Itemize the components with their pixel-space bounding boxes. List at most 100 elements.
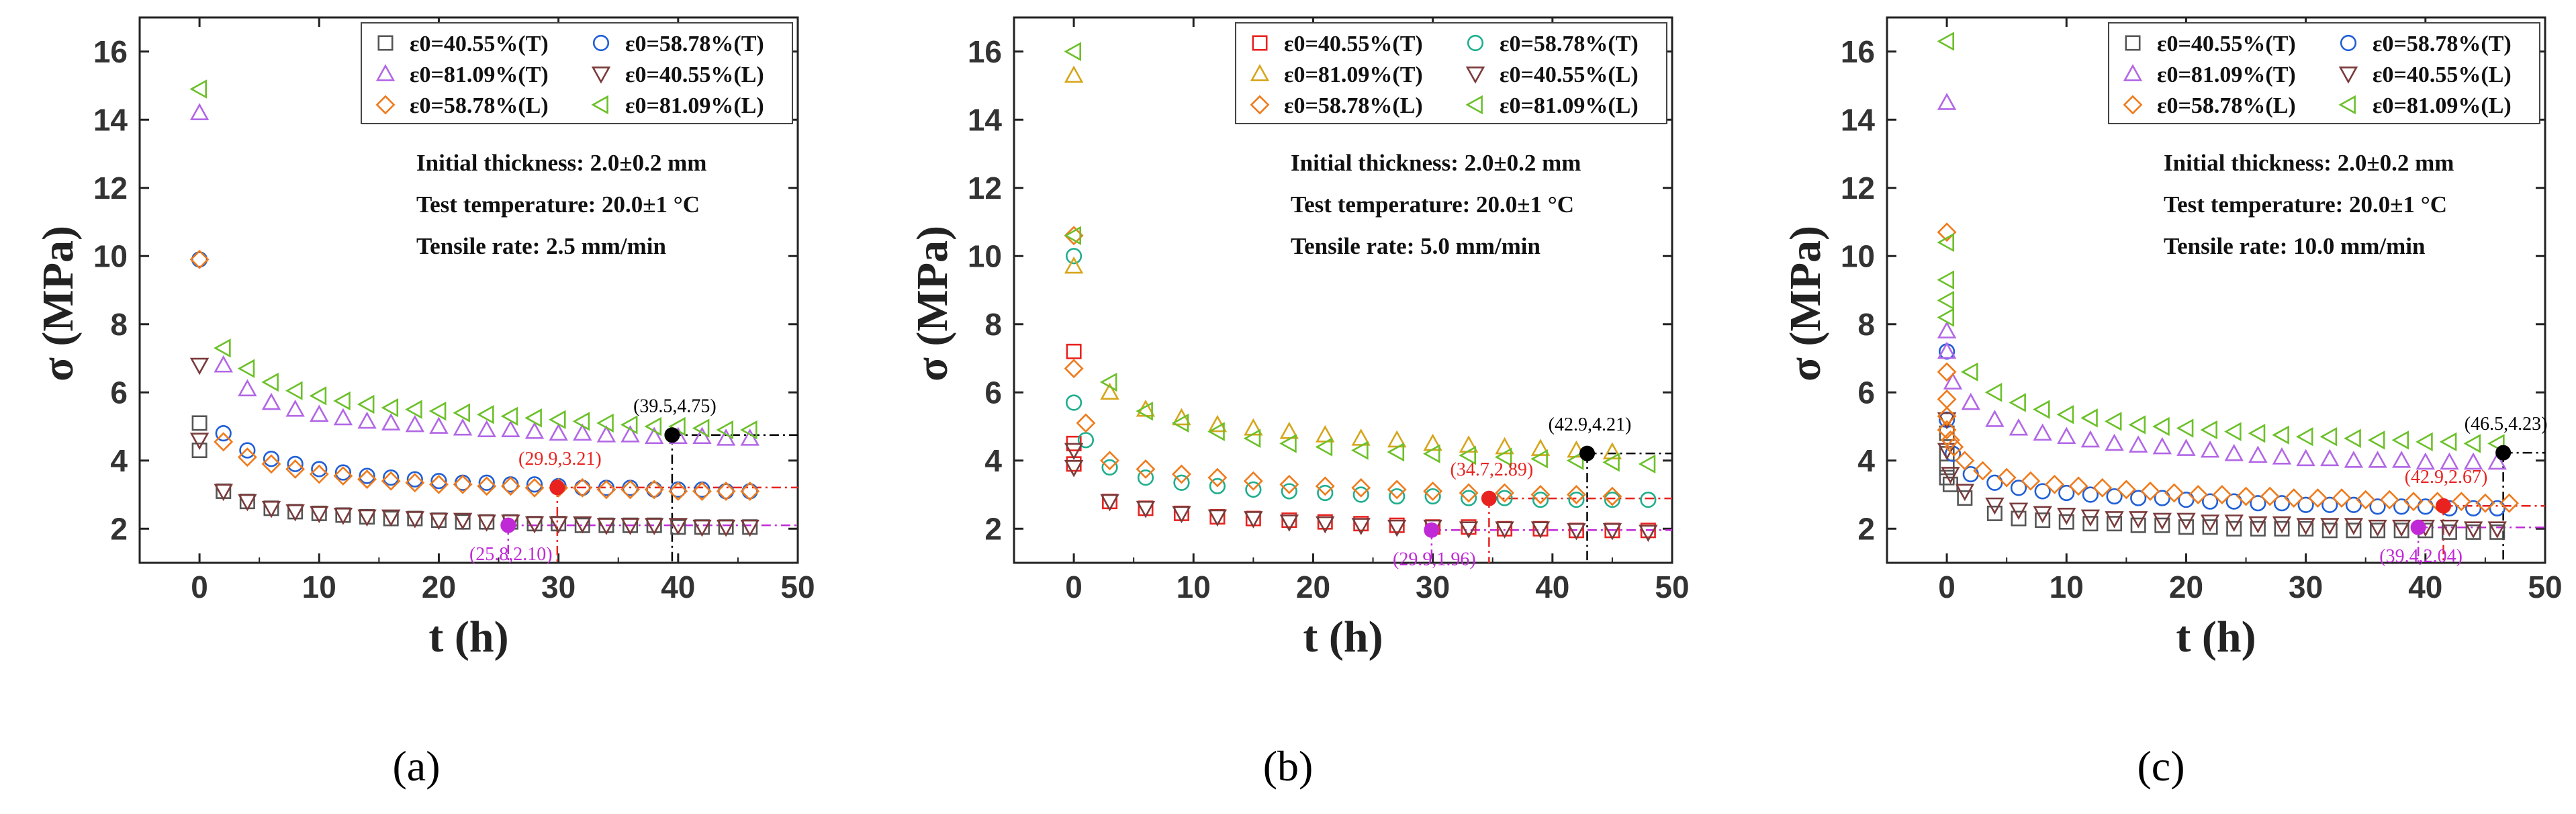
x-tick-label: 40 (1535, 570, 1569, 604)
data-point (1066, 343, 1082, 359)
x-tick-label: 10 (2050, 570, 2084, 604)
data-point (357, 469, 377, 490)
data-point (2391, 519, 2411, 537)
y-tick-label: 12 (968, 171, 1002, 206)
legend-label: ε0=81.09%(T) (410, 62, 549, 87)
data-point (2104, 412, 2122, 431)
data-point (1173, 474, 1190, 491)
data-point (2106, 488, 2123, 505)
legend-marker (1252, 35, 1268, 51)
data-point (2250, 495, 2266, 512)
data-point (2308, 488, 2328, 508)
panel-label: (a) (392, 742, 440, 790)
info-line-1: Initial thickness: 2.0±0.2 mm (416, 150, 706, 176)
data-point (2178, 492, 2195, 508)
data-point (596, 518, 616, 535)
data-point (1422, 444, 1440, 463)
data-point (524, 478, 545, 498)
data-point (333, 508, 353, 525)
data-point (2463, 452, 2483, 470)
data-point (2489, 500, 2505, 516)
data-point (741, 483, 758, 500)
data-point (2368, 451, 2387, 468)
data-point (2224, 514, 2244, 532)
data-point (2499, 493, 2519, 513)
legend-label: ε0=58.78%(T) (2373, 32, 2512, 56)
annotation-label: (29.9,3.21) (518, 449, 602, 469)
y-tick-label: 6 (1857, 375, 1875, 410)
data-point (2272, 425, 2289, 445)
data-point (381, 509, 401, 527)
legend-marker (1465, 66, 1485, 84)
y-tick-label: 4 (110, 443, 128, 478)
data-point (1100, 382, 1119, 400)
data-point (334, 464, 352, 481)
x-tick-label: 40 (661, 570, 695, 604)
y-tick-label: 8 (110, 307, 128, 342)
data-point (1937, 321, 1957, 338)
data-point (1317, 514, 1333, 530)
data-point (1460, 490, 1477, 506)
data-point (2344, 518, 2364, 535)
data-point (740, 481, 760, 501)
data-point (2057, 508, 2076, 525)
data-point (692, 519, 712, 537)
data-point (1064, 459, 1084, 478)
data-point (1243, 428, 1261, 448)
data-point (1640, 523, 1656, 539)
info-line-1: Initial thickness: 2.0±0.2 mm (1291, 150, 1581, 176)
x-axis-title: t (h) (428, 613, 508, 662)
info-line-3: Tensile rate: 2.5 mm/min (416, 233, 666, 259)
data-point (572, 412, 590, 431)
data-point (1279, 421, 1299, 439)
y-tick-label: 16 (93, 34, 128, 69)
data-point (2236, 486, 2256, 506)
annotation-point (1424, 522, 1440, 538)
data-point (1316, 425, 1335, 443)
data-point (2346, 523, 2362, 539)
data-point (2319, 427, 2338, 447)
data-point (573, 423, 592, 441)
legend-label: ε0=40.55%(L) (625, 62, 764, 87)
data-point (2224, 422, 2242, 441)
data-point (2370, 523, 2386, 539)
data-point (501, 420, 520, 437)
legend-box (361, 22, 793, 124)
data-point (357, 509, 377, 527)
data-point (2296, 518, 2315, 535)
data-point (1351, 441, 1369, 460)
y-tick-label: 10 (93, 238, 128, 273)
data-point (2033, 423, 2052, 441)
data-point (1100, 494, 1119, 512)
legend-marker (591, 95, 608, 115)
data-point (524, 516, 545, 534)
data-point (2009, 502, 2029, 521)
data-point (1639, 525, 1658, 543)
data-point (189, 249, 210, 269)
data-point (1937, 308, 1954, 327)
x-tick-label: 50 (1655, 570, 1689, 604)
data-point (214, 484, 233, 502)
data-point (239, 442, 256, 459)
data-point (524, 408, 542, 428)
data-point (261, 500, 281, 518)
data-point (1567, 523, 1586, 541)
legend-label: ε0=40.55%(T) (2157, 32, 2296, 56)
series-1 (1066, 343, 1656, 539)
data-point (1602, 453, 1620, 472)
data-point (309, 386, 327, 406)
data-point (1172, 506, 1191, 524)
data-point (2272, 447, 2292, 465)
x-tick-label: 20 (422, 570, 456, 604)
data-point (381, 398, 399, 418)
data-point (1937, 270, 1954, 289)
data-point (2465, 500, 2482, 516)
data-point (453, 474, 473, 494)
data-point (644, 416, 662, 437)
data-point (1459, 445, 1476, 465)
data-point (716, 428, 736, 446)
data-point (2391, 451, 2411, 468)
y-tick-label: 14 (1841, 102, 1876, 137)
data-point (2345, 496, 2362, 513)
y-tick-label: 12 (93, 171, 128, 206)
